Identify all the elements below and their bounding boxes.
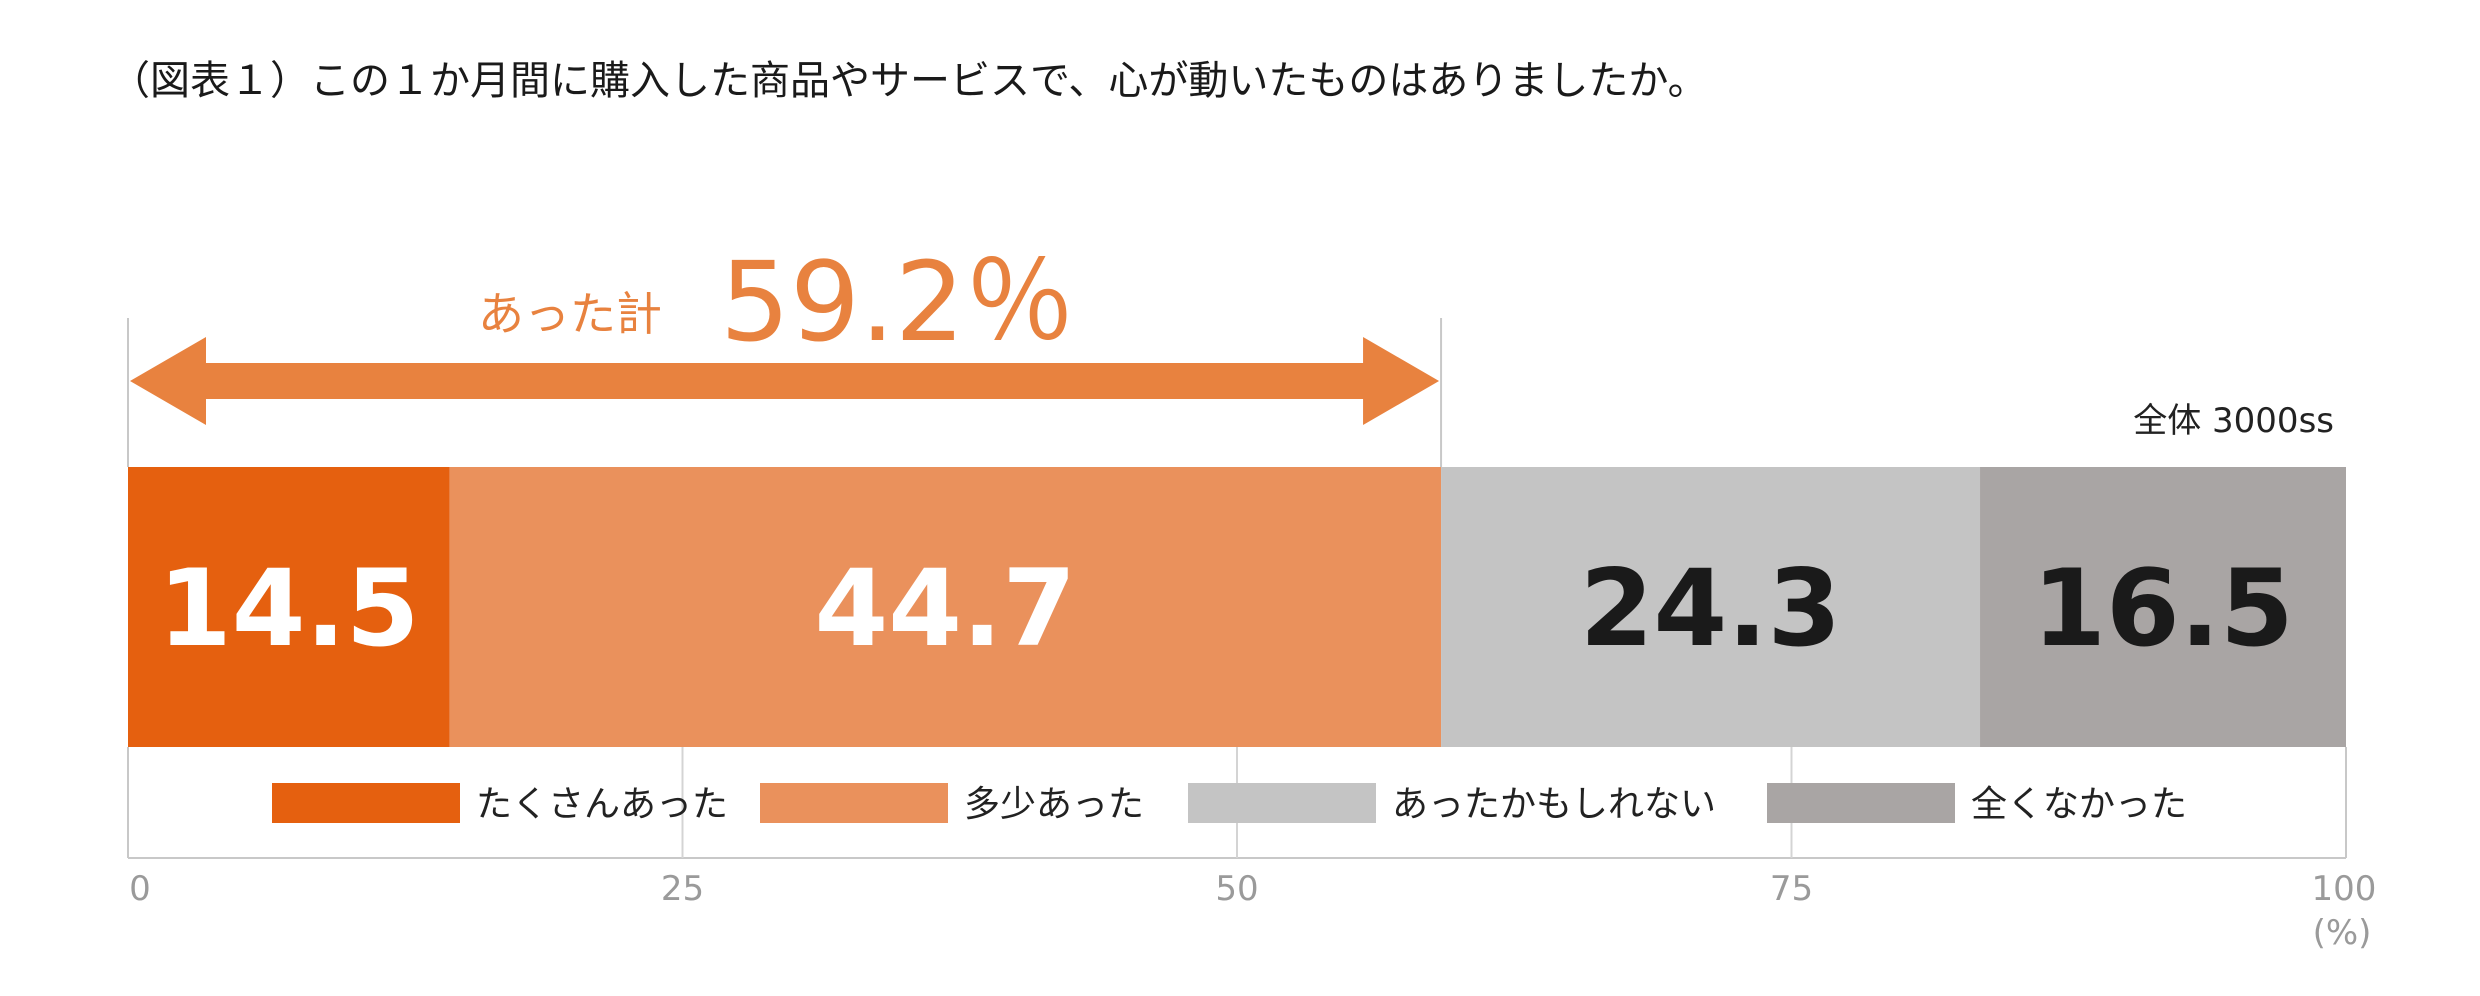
callout-double-arrow <box>130 337 1440 425</box>
bar-segment-4 <box>1980 467 2346 747</box>
legend: たくさんあった 多少あった あったかもしれない 全くなかった <box>272 783 2187 825</box>
legend-swatch <box>760 783 948 823</box>
legend-label: 多少あった <box>964 784 1144 825</box>
legend-swatch <box>1767 783 1955 823</box>
bar-value-label: 16.5 <box>2032 547 2294 670</box>
bar-segments: 14.5 44.7 24.3 16.5 <box>128 467 2346 747</box>
bar-value-label: 44.7 <box>815 547 1077 670</box>
bar-value-label: 24.3 <box>1580 547 1842 670</box>
category-label: 全体 3000ss <box>2133 401 2334 441</box>
x-tick-label: 25 <box>661 869 704 909</box>
legend-swatch <box>272 783 460 823</box>
callout-label: あった計 <box>478 287 662 341</box>
x-tick-label: 100 <box>2312 869 2377 909</box>
bar-segment-1 <box>128 467 450 747</box>
chart-title: （図表１）この１か月間に購入した商品やサービスで、心が動いたものはありましたか。 <box>110 58 1708 104</box>
callout-value: 59.2％ <box>720 238 1075 366</box>
bar-segment-3 <box>1441 467 1981 747</box>
x-tick-label: 0 <box>129 869 151 909</box>
legend-label: あったかもしれない <box>1392 784 1716 825</box>
bar-value-label: 14.5 <box>158 547 420 670</box>
x-axis-unit: (%) <box>2313 913 2372 953</box>
x-axis-ticks: 0 25 50 75 100 <box>129 869 2376 909</box>
x-tick-label: 50 <box>1215 869 1258 909</box>
legend-label: たくさんあった <box>476 784 728 825</box>
bar-segment-2 <box>449 467 1442 747</box>
x-tick-label: 75 <box>1770 869 1813 909</box>
legend-label: 全くなかった <box>1971 784 2187 825</box>
legend-swatch <box>1188 783 1376 823</box>
